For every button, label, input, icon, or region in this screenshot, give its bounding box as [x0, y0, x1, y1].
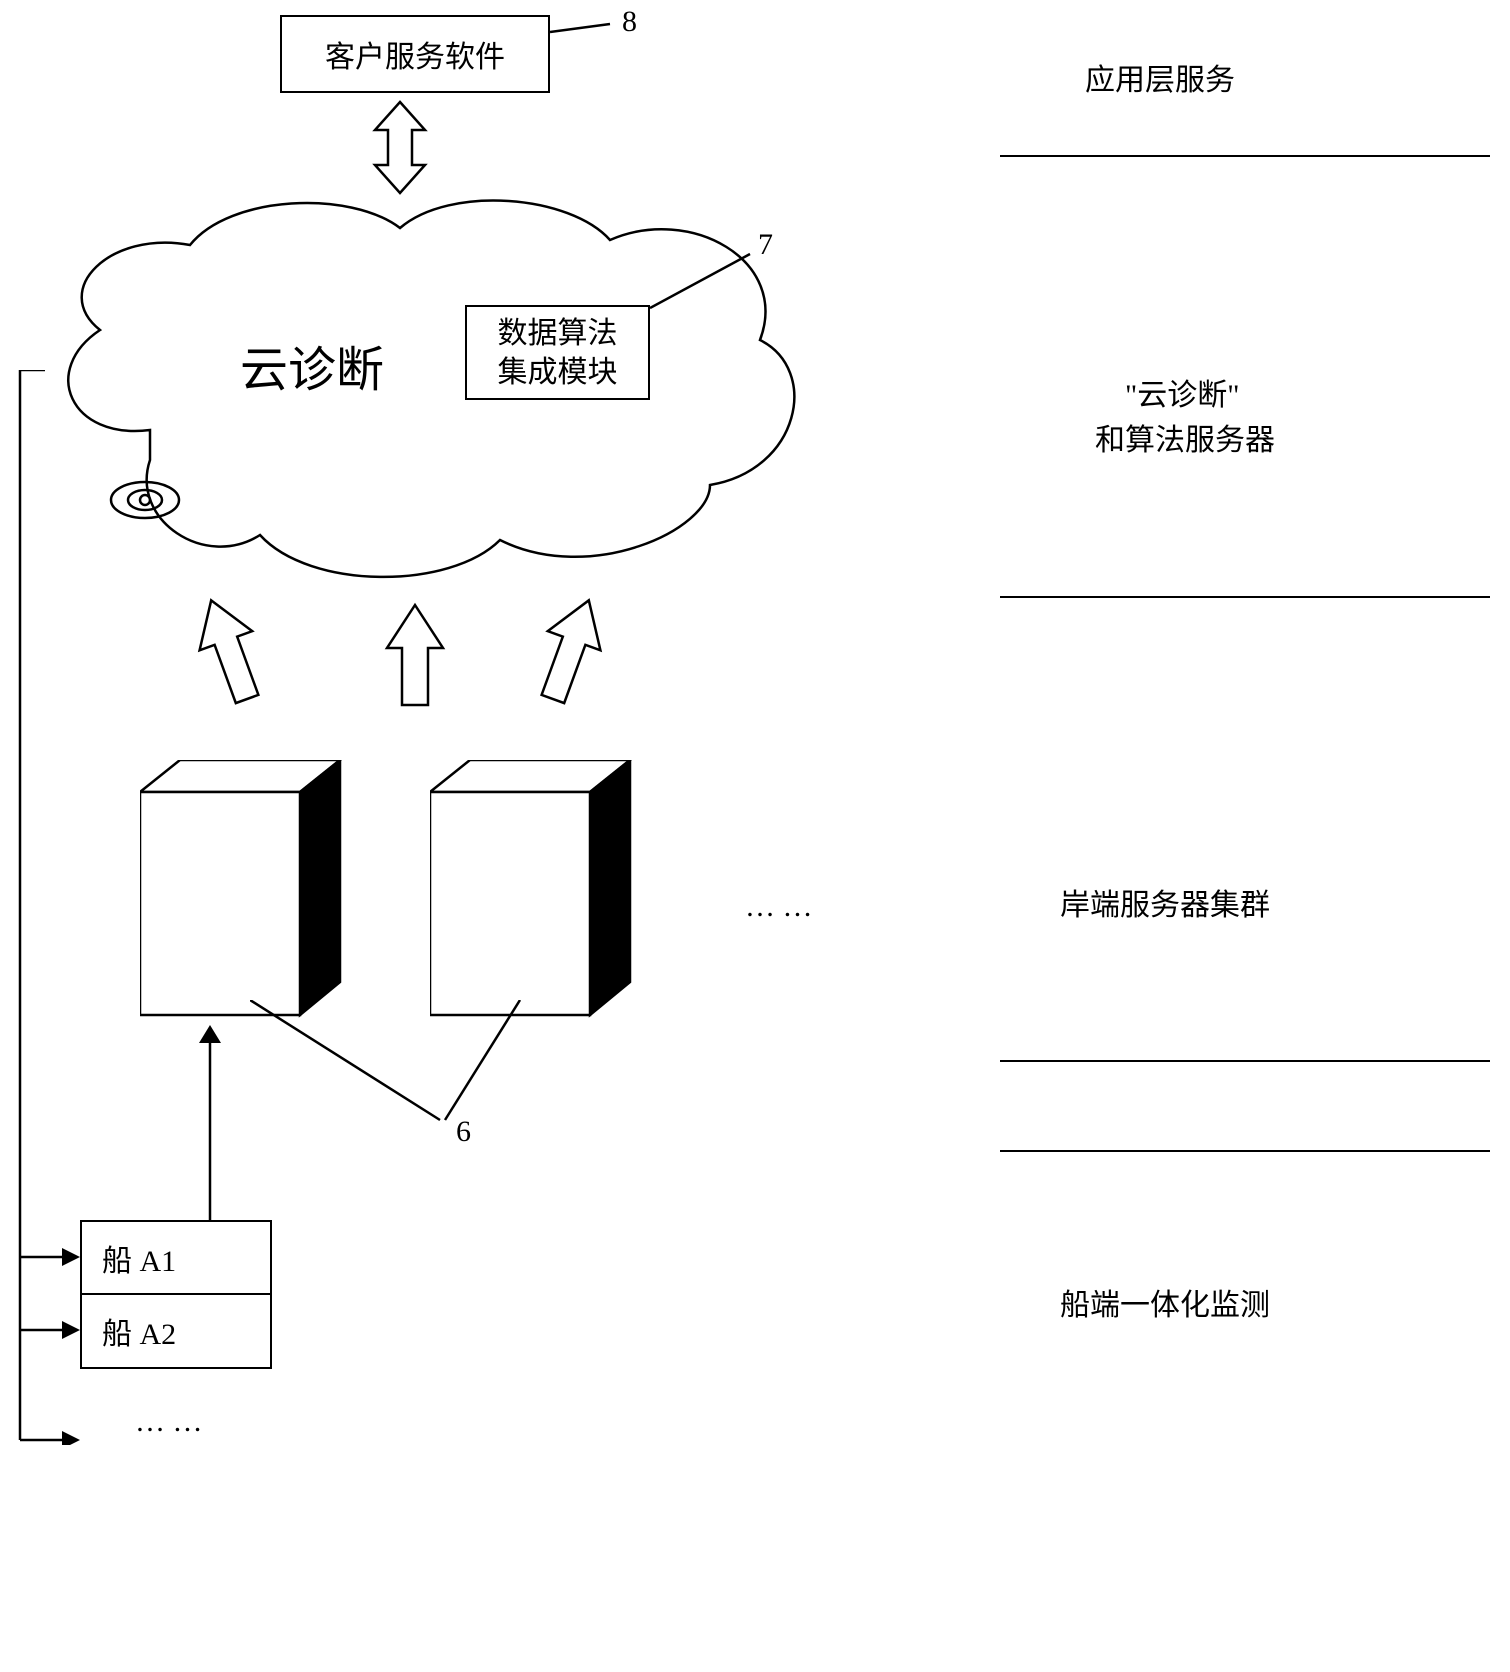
ship-ellipsis: … … [135, 1405, 203, 1439]
cloud-title: 云诊断 [240, 330, 384, 400]
ship-to-server-arrow-icon [195, 1025, 225, 1220]
algorithm-module-box: 数据算法 集成模块 [465, 305, 650, 400]
ship-a1-box: 船 A1 [80, 1220, 272, 1296]
ship-a2-box: 船 A2 [80, 1293, 272, 1369]
left-connector [0, 370, 90, 1445]
double-arrow-icon [370, 100, 430, 195]
divider-2 [1000, 596, 1490, 598]
divider-4 [1000, 1150, 1490, 1152]
callout-7: 7 [758, 228, 773, 262]
callout-6: 6 [456, 1115, 471, 1149]
callout-8: 8 [622, 5, 637, 39]
ship-a1-label: 船 A1 [102, 1236, 176, 1280]
server-box-1 [140, 760, 345, 1020]
diagram-root: 客户服务软件 8 云诊断 数据算法 集成模块 7 [0, 0, 1510, 1672]
layer-cloud-line2: 和算法服务器 [1095, 415, 1275, 459]
layer-app: 应用层服务 [1085, 55, 1235, 99]
layer-cloud-line1: "云诊断" [1125, 370, 1240, 414]
module-line1: 数据算法 [498, 314, 618, 353]
module-line2: 集成模块 [498, 353, 618, 392]
divider-3 [1000, 1060, 1490, 1062]
callout-8-line [550, 22, 620, 42]
divider-1 [1000, 155, 1490, 157]
callout-6-line [250, 1000, 530, 1130]
up-arrow-2-icon [380, 600, 450, 710]
layer-server: 岸端服务器集群 [1060, 880, 1270, 924]
client-service-box: 客户服务软件 [280, 15, 550, 93]
callout-7-line [650, 252, 755, 312]
ship-a2-label: 船 A2 [102, 1309, 176, 1353]
layer-ship: 船端一体化监测 [1060, 1280, 1270, 1324]
server-box-2 [430, 760, 635, 1020]
client-service-label: 客户服务软件 [325, 32, 505, 76]
server-ellipsis: … … [745, 890, 813, 924]
up-arrow-3-icon [530, 592, 610, 712]
up-arrow-1-icon [190, 592, 270, 712]
